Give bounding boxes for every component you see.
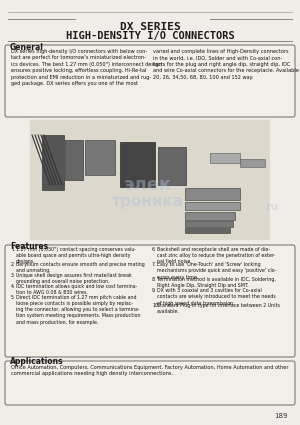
Text: HIGH-DENSITY I/O CONNECTORS: HIGH-DENSITY I/O CONNECTORS [66, 31, 234, 41]
Text: Direct IDC termination of 1.27 mm pitch cable and
loose piece contacts is possib: Direct IDC termination of 1.27 mm pitch … [16, 295, 140, 325]
Bar [65, 140, 83, 180]
Text: Beryllium contacts ensure smooth and precise mating
and unmating.: Beryllium contacts ensure smooth and pre… [16, 262, 145, 273]
Text: 1.: 1. [11, 247, 16, 252]
Text: 4.: 4. [11, 284, 16, 289]
Text: Unique shell design assures first mate/last break
grounding and overall noise pr: Unique shell design assures first mate/l… [16, 273, 132, 284]
Text: Features: Features [10, 242, 48, 251]
Bar [185, 202, 240, 210]
Text: 6.: 6. [152, 247, 157, 252]
FancyBboxPatch shape [5, 245, 295, 357]
Text: 9.: 9. [152, 288, 157, 293]
Text: DX SERIES: DX SERIES [120, 22, 180, 32]
Text: General: General [10, 43, 44, 52]
Text: 2.: 2. [11, 262, 16, 267]
Bar [185, 188, 240, 200]
Text: Office Automation, Computers, Communications Equipment, Factory Automation, Home: Office Automation, Computers, Communicat… [11, 365, 289, 377]
Bar [185, 212, 235, 220]
Bar [85, 140, 115, 175]
Text: varied and complete lines of High-Density connectors
in the world, i.e. IDO, Sol: varied and complete lines of High-Densit… [153, 49, 300, 79]
Bar [158, 147, 186, 185]
Text: 1.27 mm (0.050") contact spacing conserves valu-
able board space and permits ul: 1.27 mm (0.050") contact spacing conserv… [16, 247, 136, 264]
Text: 7.: 7. [152, 262, 157, 267]
Text: троника: троника [112, 193, 184, 209]
Text: Termination method is available in IDC, Soldering,
Right Angle Dip, Straight Dip: Termination method is available in IDC, … [157, 277, 276, 289]
Bar [42, 135, 64, 190]
FancyBboxPatch shape [5, 361, 295, 405]
Text: 3.: 3. [11, 273, 16, 278]
Text: 5.: 5. [11, 295, 16, 300]
Bar [240, 159, 265, 167]
Text: Applications: Applications [10, 357, 64, 366]
Bar [210, 153, 240, 163]
Bar [30, 120, 270, 240]
Bar [185, 221, 233, 227]
Text: IDC termination allows quick and low cost termina-
tion to AWG 0.08 & B30 wires.: IDC termination allows quick and low cos… [16, 284, 137, 295]
Text: 8.: 8. [152, 277, 157, 282]
Text: DX with 3 coaxial and 3 cavities for Co-axial
contacts are wisely introduced to : DX with 3 coaxial and 3 cavities for Co-… [157, 288, 276, 306]
Text: 189: 189 [274, 413, 288, 419]
FancyBboxPatch shape [5, 45, 295, 117]
Bar [120, 142, 155, 187]
Text: DX series high-density I/O connectors with below con-
tact are perfect for tomor: DX series high-density I/O connectors wi… [11, 49, 162, 86]
Text: ru: ru [265, 202, 279, 212]
Text: Backshell and receptacle shell are made of die-
cast zinc alloy to reduce the pe: Backshell and receptacle shell are made … [157, 247, 275, 264]
Text: Easy to use 'One-Touch' and 'Screw' locking
mechanisms provide quick and easy 'p: Easy to use 'One-Touch' and 'Screw' lock… [157, 262, 277, 280]
Text: 10.: 10. [152, 303, 160, 308]
Text: элек: элек [124, 176, 172, 194]
Text: Standard Plug-in type for interface between 2 Units
available.: Standard Plug-in type for interface betw… [157, 303, 280, 314]
Bar [185, 228, 230, 233]
